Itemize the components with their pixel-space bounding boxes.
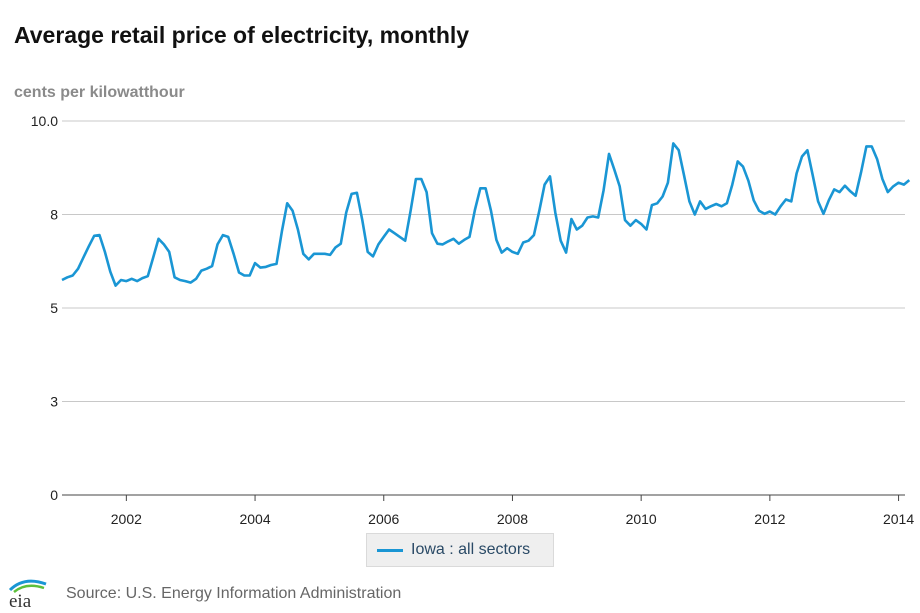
y-tick-label: 0 [50,487,58,503]
eia-logo-icon: eia [8,579,47,610]
source-note: Source: U.S. Energy Information Administ… [66,585,402,602]
legend[interactable]: Iowa : all sectors [366,533,554,567]
x-tick-label: 2004 [239,511,270,527]
x-tick-label: 2002 [111,511,142,527]
legend-label: Iowa : all sectors [411,541,531,558]
x-tick-label: 2010 [626,511,657,527]
y-axis-units-label: cents per kilowatthour [14,84,185,101]
legend-swatch [377,548,403,552]
chart-title: Average retail price of electricity, mon… [14,22,470,48]
y-tick-label: 8 [50,207,58,223]
series-line-iowa[interactable] [61,142,911,287]
x-tick-label: 2012 [754,511,785,527]
x-tick-label: 2008 [497,511,528,527]
series-layer [61,142,911,287]
x-axis-ticks: 2002 2004 2006 2008 2010 2012 2014 [111,495,914,527]
y-tick-label: 3 [50,394,58,410]
svg-text:eia: eia [9,591,32,610]
y-axis-ticks: 0 3 5 8 10.0 [31,113,58,503]
x-tick-label: 2014 [883,511,914,527]
line-chart: 0 3 5 8 10.0 2002 2004 2006 2008 2010 2012 2014 [31,113,915,527]
gridlines [62,120,905,496]
x-tick-label: 2006 [368,511,399,527]
y-tick-label: 10.0 [31,113,58,129]
y-tick-label: 5 [50,300,58,316]
